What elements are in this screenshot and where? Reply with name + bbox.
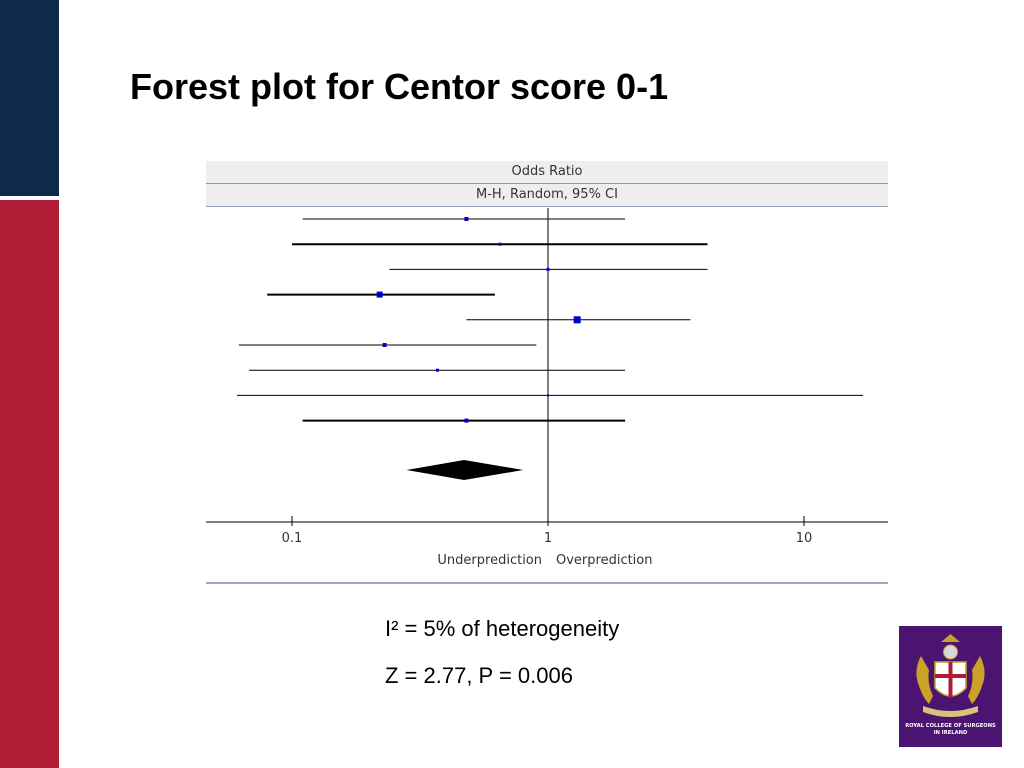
college-logo: ROYAL COLLEGE OF SURGEONS IN IRELAND bbox=[899, 626, 1002, 747]
heterogeneity-stat: I² = 5% of heterogeneity bbox=[385, 616, 620, 641]
header-odds-ratio: Odds Ratio bbox=[206, 161, 888, 183]
study-point bbox=[547, 394, 549, 397]
study-point bbox=[464, 418, 469, 423]
underprediction-label: Underprediction bbox=[437, 553, 542, 568]
study-point bbox=[382, 343, 387, 347]
crest-icon: ROYAL COLLEGE OF SURGEONS IN IRELAND bbox=[905, 634, 996, 736]
study-point bbox=[435, 368, 439, 372]
forest-svg: 0.1 1 10 Underprediction Overprediction bbox=[206, 208, 888, 568]
header-separator bbox=[206, 183, 888, 184]
red-band bbox=[0, 200, 59, 768]
study-point bbox=[573, 316, 581, 324]
x-tick-label: 0.1 bbox=[282, 531, 303, 546]
forest-plot: Odds Ratio M-H, Random, 95% CI 0.1 1 10 Und… bbox=[206, 160, 888, 586]
slide-title: Forest plot for Centor score 0-1 bbox=[130, 66, 669, 107]
study-point bbox=[464, 217, 469, 221]
pooled-diamond bbox=[406, 460, 524, 480]
svg-text:ROYAL COLLEGE OF SURGEONS: ROYAL COLLEGE OF SURGEONS bbox=[905, 723, 996, 729]
study-point bbox=[498, 242, 502, 246]
overprediction-label: Overprediction bbox=[556, 553, 653, 568]
bottom-rule bbox=[206, 582, 888, 584]
header-method: M-H, Random, 95% CI bbox=[206, 184, 888, 207]
z-stat: Z = 2.77, P = 0.006 bbox=[385, 663, 573, 688]
navy-band bbox=[0, 0, 59, 196]
svg-text:IN IRELAND: IN IRELAND bbox=[934, 730, 968, 736]
x-tick-label: 1 bbox=[544, 531, 552, 546]
study-point bbox=[376, 291, 383, 298]
x-tick-label: 10 bbox=[796, 531, 813, 546]
study-point bbox=[546, 267, 550, 271]
